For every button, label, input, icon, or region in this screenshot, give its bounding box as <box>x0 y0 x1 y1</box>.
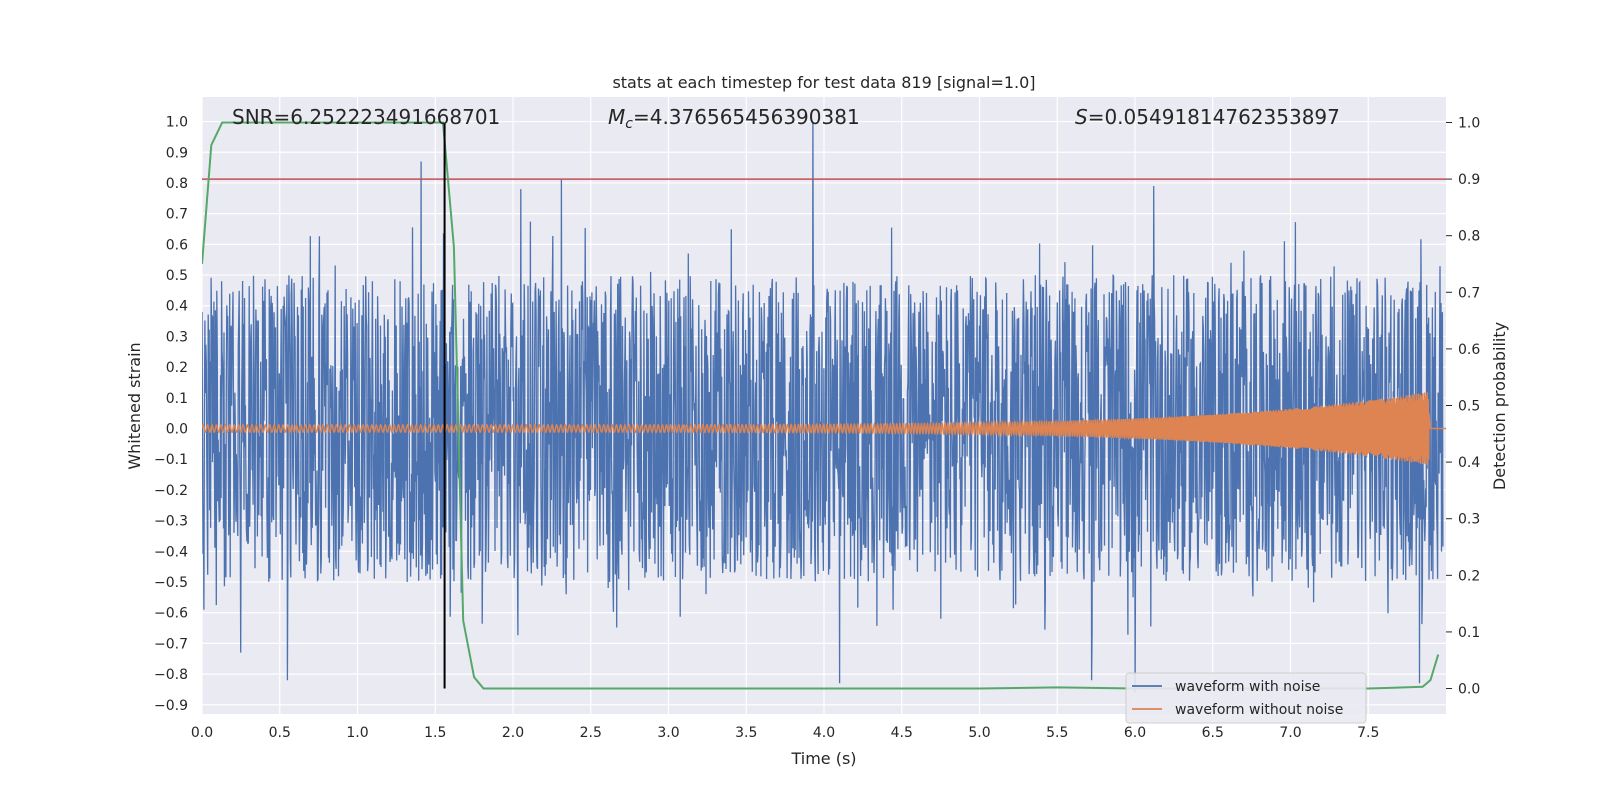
y-axis-label: Whitened strain <box>125 342 144 469</box>
chirp-mass-symbol: M <box>608 105 625 129</box>
chart-title: stats at each timestep for test data 819… <box>612 73 1035 92</box>
y2-tick-label: 0.0 <box>1458 682 1480 698</box>
y-tick-label: −0.8 <box>154 667 188 683</box>
y-tick-label: −0.5 <box>154 575 188 591</box>
x-tick-label: 2.0 <box>502 725 524 741</box>
y2-tick-label: 0.3 <box>1458 512 1480 528</box>
y2-tick-label: 0.4 <box>1458 455 1480 471</box>
x-tick-label: 3.0 <box>657 725 679 741</box>
y-tick-label: −0.4 <box>154 544 188 560</box>
y-tick-label: −0.7 <box>154 636 188 652</box>
y-tick-label: −0.3 <box>154 514 188 530</box>
clean-waveform-line <box>202 392 1446 465</box>
y2-tick-label: 0.8 <box>1458 229 1480 245</box>
y2-tick-label: 0.2 <box>1458 568 1480 584</box>
y-tick-label: 0.2 <box>166 360 188 376</box>
chirp-mass-value: =4.376565456390381 <box>633 105 860 129</box>
y-tick-label: 0.0 <box>166 422 188 438</box>
y-tick-label: 0.5 <box>166 268 188 284</box>
noisy-waveform-line <box>202 121 1444 693</box>
x-tick-label: 1.0 <box>346 725 368 741</box>
y-tick-label: 0.3 <box>166 329 188 345</box>
y2-tick-label: 0.6 <box>1458 342 1480 358</box>
y-tick-label: 0.1 <box>166 391 188 407</box>
y-tick-label: 1.0 <box>166 115 188 131</box>
y-tick-label: 0.4 <box>166 299 188 315</box>
y-tick-label: −0.9 <box>154 698 188 714</box>
s-symbol: S <box>1075 105 1088 129</box>
y2-tick-label: 0.9 <box>1458 172 1480 188</box>
x-tick-label: 6.5 <box>1202 725 1224 741</box>
y-tick-label: 0.6 <box>166 237 188 253</box>
x-tick-label: 5.5 <box>1046 725 1068 741</box>
y2-axis-label: Detection probability <box>1490 322 1509 490</box>
y-tick-label: 0.9 <box>166 145 188 161</box>
chirp-mass-subscript: c <box>625 116 633 132</box>
x-tick-label: 7.5 <box>1357 725 1379 741</box>
y2-tick-label: 0.7 <box>1458 285 1480 301</box>
s-annotation: S=0.05491814762353897 <box>1075 105 1340 129</box>
y-tick-label: 0.7 <box>166 207 188 223</box>
snr-annotation: SNR=6.252223491668701 <box>232 105 500 129</box>
y2-tick-label: 1.0 <box>1458 115 1480 131</box>
y-tick-label: 0.8 <box>166 176 188 192</box>
s-value: =0.05491814762353897 <box>1088 105 1340 129</box>
y-tick-label: −0.2 <box>154 483 188 499</box>
chirp-mass-annotation: Mc=4.376565456390381 <box>608 105 860 132</box>
legend: waveform with noise waveform without noi… <box>1125 672 1367 724</box>
x-axis-label: Time (s) <box>790 749 856 768</box>
x-tick-label: 6.0 <box>1124 725 1146 741</box>
ticks: 0.0 0.5 1.0 1.5 2.0 2.5 3.0 3.5 4.0 4.5 5.0 5.5 6.0 6… <box>154 115 1480 741</box>
y2-tick-label: 0.5 <box>1458 399 1480 415</box>
x-tick-label: 0.5 <box>269 725 291 741</box>
legend-label-clean: waveform without noise <box>1175 702 1343 718</box>
y-tick-label: −0.1 <box>154 452 188 468</box>
x-tick-label: 5.0 <box>968 725 990 741</box>
legend-label-noise: waveform with noise <box>1175 679 1320 695</box>
x-tick-label: 4.0 <box>813 725 835 741</box>
x-tick-label: 2.5 <box>580 725 602 741</box>
x-tick-label: 0.0 <box>191 725 213 741</box>
legend-box <box>1125 672 1367 724</box>
y-tick-label: −0.6 <box>154 606 188 622</box>
y2-tick-label: 0.1 <box>1458 625 1480 641</box>
x-tick-label: 4.5 <box>891 725 913 741</box>
x-tick-label: 1.5 <box>424 725 446 741</box>
x-tick-label: 7.0 <box>1279 725 1301 741</box>
x-tick-label: 3.5 <box>735 725 757 741</box>
